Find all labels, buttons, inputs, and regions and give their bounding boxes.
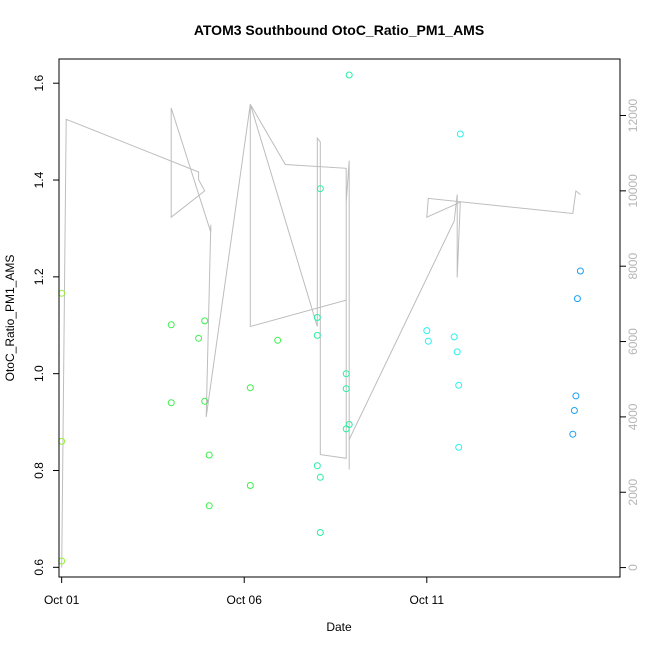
y2-tick-label: 0: [626, 564, 640, 571]
data-point: [316, 473, 324, 481]
x-tick-label: Oct 06: [227, 593, 263, 607]
data-point: [456, 130, 464, 138]
data-point: [246, 482, 254, 489]
data-point: [201, 397, 209, 405]
data-point: [201, 317, 209, 325]
data-point: [345, 421, 353, 428]
data-point: [246, 384, 254, 392]
x-axis: Oct 01 Oct 06 Oct 11: [44, 576, 445, 607]
data-point: [205, 451, 213, 459]
y2-tick-label: 10000: [626, 174, 640, 208]
line-series: [61, 103, 581, 568]
y2-tick-label: 8000: [626, 253, 640, 280]
data-point: [345, 71, 353, 79]
chart-title: ATOM3 Southbound OtoC_Ratio_PM1_AMS: [194, 22, 484, 38]
data-point: [342, 385, 350, 393]
points: [58, 71, 584, 565]
y2-tick-label: 4000: [626, 403, 640, 430]
data-point: [58, 437, 66, 445]
y-tick-label: 0.6: [32, 559, 46, 576]
data-point: [424, 337, 432, 345]
y-tick-label: 1.6: [32, 75, 46, 92]
line-series-path: [61, 103, 581, 568]
y-axis: 0.6 0.8 1.0 1.2 1.4 1.6: [32, 75, 60, 576]
y-tick-label: 1.4: [32, 171, 46, 188]
data-point: [453, 348, 461, 356]
y2-tick-label: 6000: [626, 328, 640, 355]
x-tick-label: Oct 01: [44, 593, 80, 607]
data-point: [313, 331, 321, 339]
data-point: [316, 529, 324, 536]
data-point: [195, 334, 203, 342]
data-point: [58, 289, 66, 297]
y2-tick-label: 2000: [626, 479, 640, 506]
y2-axis: 0 2000 4000 6000 8000 10000 12000: [619, 99, 640, 571]
data-point: [455, 381, 463, 389]
x-tick-label: Oct 11: [410, 593, 445, 607]
data-point: [570, 407, 578, 414]
data-point: [342, 370, 350, 378]
data-point: [167, 399, 175, 407]
y-tick-label: 0.8: [32, 462, 46, 479]
data-point: [569, 430, 577, 438]
data-point: [423, 327, 431, 335]
y-axis-label: OtoC_Ratio_PM1_AMS: [3, 255, 17, 382]
y2-tick-label: 12000: [626, 99, 640, 133]
data-point: [572, 392, 580, 400]
data-point: [167, 321, 175, 329]
data-point: [576, 267, 584, 275]
data-point: [274, 336, 282, 344]
data-point: [313, 314, 321, 321]
data-point: [455, 443, 463, 451]
data-point: [313, 462, 321, 470]
data-point: [205, 502, 213, 510]
y-tick-label: 1.2: [32, 268, 46, 285]
data-point: [573, 295, 581, 303]
plot-frame: [58, 58, 621, 578]
x-axis-label: Date: [326, 620, 352, 634]
data-point: [450, 333, 458, 341]
y-tick-label: 1.0: [32, 365, 46, 382]
data-point: [316, 185, 324, 193]
